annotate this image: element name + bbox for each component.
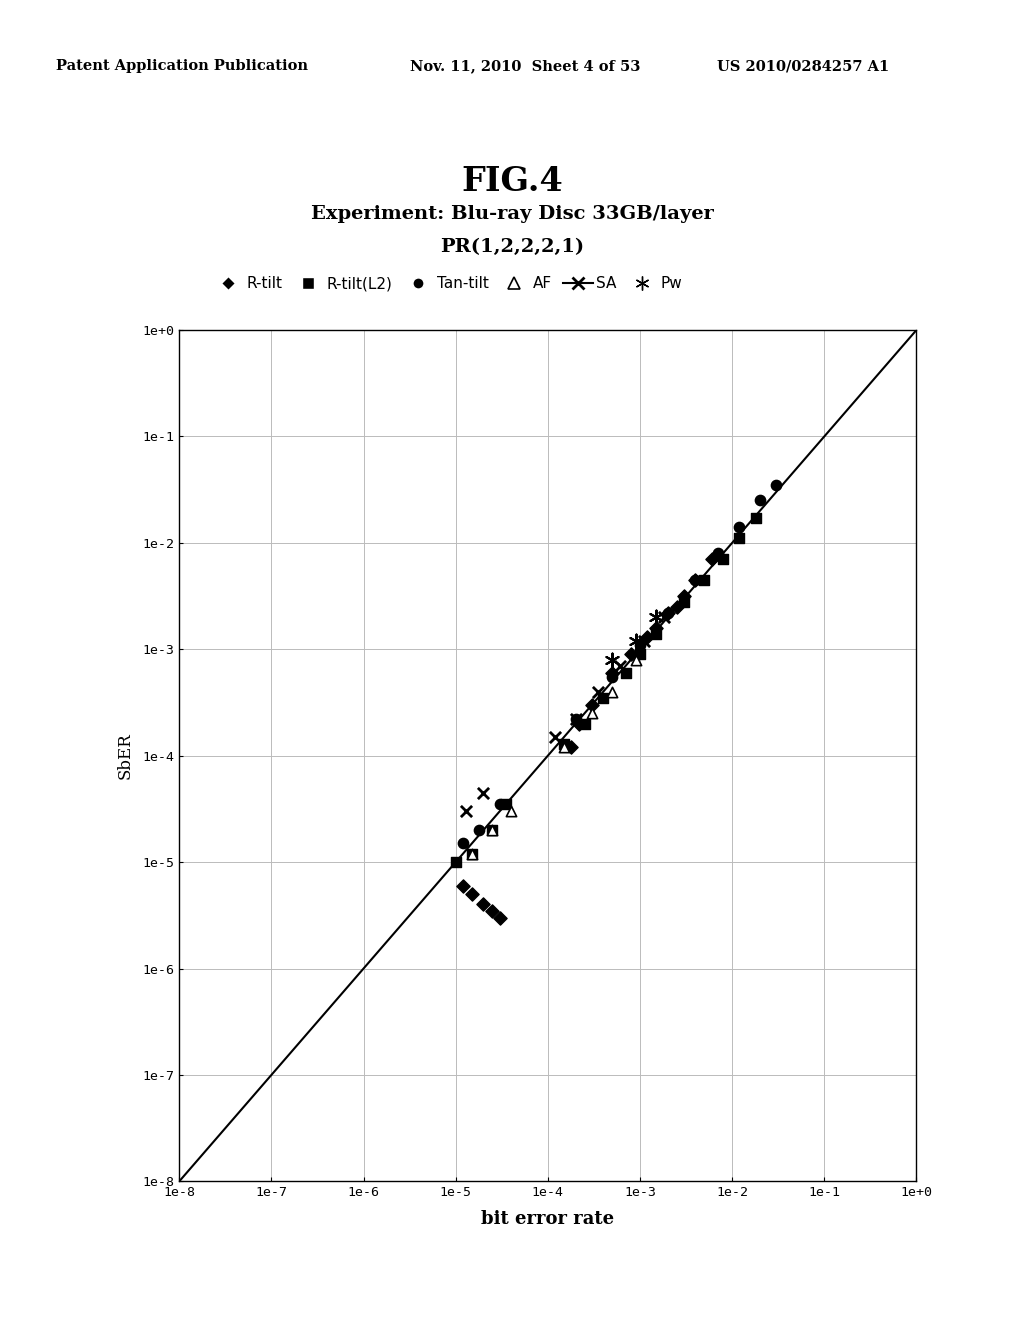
Point: [617, 663, 634, 684]
Point: [567, 709, 584, 730]
Point: [611, 655, 628, 676]
Point: [577, 713, 593, 734]
Point: [628, 630, 644, 651]
Text: FIG.4: FIG.4: [461, 165, 563, 198]
Point: [475, 894, 492, 915]
Point: [748, 508, 764, 529]
Point: [455, 875, 471, 896]
Point: [648, 607, 665, 628]
Point: [471, 820, 487, 841]
Point: [464, 843, 480, 865]
Point: [752, 490, 768, 511]
Point: [498, 793, 514, 814]
Point: [715, 549, 731, 570]
Point: [659, 602, 676, 623]
Point: [648, 623, 665, 644]
Point: [687, 569, 703, 590]
Point: [492, 907, 508, 928]
Y-axis label: SbER: SbER: [117, 733, 134, 779]
Point: [447, 851, 464, 873]
Point: [484, 900, 501, 921]
Point: [703, 549, 720, 570]
Point: [731, 516, 748, 537]
Point: [768, 474, 784, 495]
Point: [464, 883, 480, 904]
Text: Experiment: Blu-ray Disc 33GB/layer: Experiment: Blu-ray Disc 33GB/layer: [310, 205, 714, 223]
Point: [659, 602, 676, 623]
Text: PR(1,2,2,2,1): PR(1,2,2,2,1): [440, 238, 584, 256]
Point: [595, 688, 611, 709]
Text: US 2010/0284257 A1: US 2010/0284257 A1: [717, 59, 889, 74]
Point: [563, 737, 580, 758]
Point: [731, 528, 748, 549]
Point: [696, 569, 713, 590]
Point: [567, 709, 584, 730]
Point: [676, 585, 692, 606]
Point: [584, 694, 600, 715]
Text: Patent Application Publication: Patent Application Publication: [56, 59, 308, 74]
Point: [604, 663, 621, 684]
X-axis label: bit error rate: bit error rate: [481, 1210, 614, 1229]
Legend: R-tilt, R-tilt(L2), Tan-tilt, AF, SA, Pw: R-tilt, R-tilt(L2), Tan-tilt, AF, SA, Pw: [212, 276, 683, 292]
Point: [636, 630, 652, 651]
Point: [687, 569, 703, 590]
Point: [632, 644, 648, 665]
Point: [484, 820, 501, 841]
Point: [556, 733, 572, 754]
Point: [710, 543, 726, 564]
Point: [458, 801, 474, 822]
Point: [669, 597, 685, 618]
Point: [584, 702, 600, 723]
Point: [604, 649, 621, 671]
Text: Nov. 11, 2010  Sheet 4 of 53: Nov. 11, 2010 Sheet 4 of 53: [410, 59, 640, 74]
Point: [492, 793, 508, 814]
Point: [604, 667, 621, 688]
Point: [639, 627, 655, 648]
Point: [484, 820, 501, 841]
Point: [655, 607, 672, 628]
Point: [623, 644, 639, 665]
Point: [604, 681, 621, 702]
Point: [556, 737, 572, 758]
Point: [547, 726, 563, 747]
Point: [571, 713, 588, 734]
Point: [628, 649, 644, 671]
Point: [590, 681, 606, 702]
Point: [503, 801, 519, 822]
Point: [455, 833, 471, 854]
Point: [632, 635, 648, 656]
Point: [475, 781, 492, 803]
Point: [464, 843, 480, 865]
Point: [648, 616, 665, 638]
Point: [676, 591, 692, 612]
